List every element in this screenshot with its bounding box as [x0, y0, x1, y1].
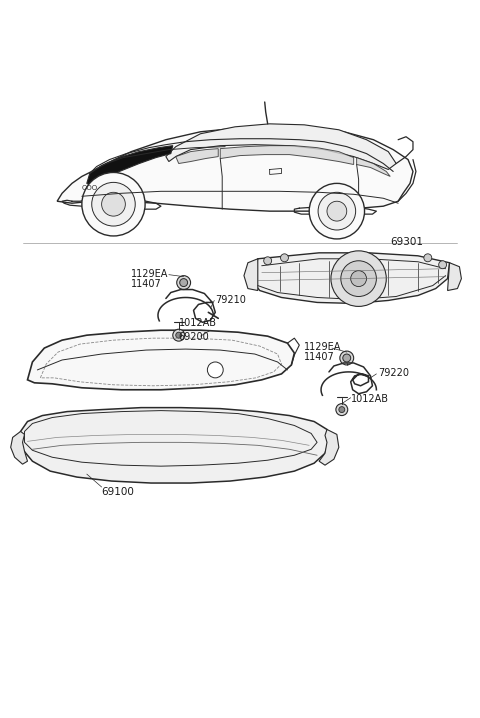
- Text: 1012AB: 1012AB: [179, 318, 216, 328]
- Text: 79210: 79210: [216, 296, 246, 305]
- Text: OOO: OOO: [82, 185, 98, 191]
- FancyBboxPatch shape: [46, 434, 68, 450]
- Text: 1129EA: 1129EA: [304, 342, 342, 352]
- Circle shape: [173, 330, 185, 341]
- Polygon shape: [176, 149, 218, 164]
- Circle shape: [327, 201, 347, 221]
- Polygon shape: [447, 263, 461, 291]
- Polygon shape: [21, 408, 329, 483]
- Polygon shape: [220, 146, 354, 164]
- Circle shape: [343, 354, 351, 362]
- Text: 69200: 69200: [179, 332, 209, 342]
- FancyBboxPatch shape: [180, 437, 202, 453]
- Text: 1012AB: 1012AB: [351, 393, 389, 404]
- Circle shape: [180, 279, 188, 286]
- Circle shape: [264, 257, 272, 265]
- Circle shape: [341, 261, 376, 297]
- FancyBboxPatch shape: [233, 438, 255, 454]
- Polygon shape: [166, 123, 396, 169]
- Polygon shape: [57, 127, 413, 211]
- FancyBboxPatch shape: [141, 369, 155, 378]
- Text: 69301: 69301: [390, 237, 423, 247]
- Polygon shape: [11, 432, 27, 464]
- Circle shape: [424, 254, 432, 262]
- Text: 1129EA: 1129EA: [131, 269, 168, 279]
- Polygon shape: [87, 146, 173, 187]
- Circle shape: [351, 271, 367, 286]
- FancyBboxPatch shape: [153, 437, 175, 452]
- FancyBboxPatch shape: [206, 437, 228, 453]
- Circle shape: [318, 192, 356, 230]
- FancyBboxPatch shape: [126, 436, 148, 452]
- Polygon shape: [252, 253, 450, 304]
- Circle shape: [207, 362, 223, 378]
- Circle shape: [176, 332, 182, 338]
- Circle shape: [331, 251, 386, 307]
- Circle shape: [340, 351, 354, 365]
- Circle shape: [82, 172, 145, 236]
- FancyBboxPatch shape: [260, 439, 281, 454]
- Circle shape: [309, 183, 364, 239]
- Polygon shape: [319, 429, 339, 465]
- Polygon shape: [244, 258, 258, 291]
- Polygon shape: [357, 157, 390, 177]
- FancyBboxPatch shape: [171, 369, 185, 378]
- Circle shape: [280, 254, 288, 262]
- FancyBboxPatch shape: [147, 449, 230, 475]
- Polygon shape: [27, 330, 294, 390]
- FancyBboxPatch shape: [156, 369, 170, 378]
- Circle shape: [439, 261, 446, 269]
- Text: 11407: 11407: [131, 279, 162, 289]
- Circle shape: [336, 404, 348, 416]
- Text: 79220: 79220: [378, 368, 409, 378]
- Text: 11407: 11407: [304, 352, 335, 362]
- Circle shape: [177, 276, 191, 289]
- Circle shape: [339, 406, 345, 413]
- FancyBboxPatch shape: [73, 435, 95, 451]
- Circle shape: [102, 192, 125, 216]
- Circle shape: [92, 182, 135, 226]
- Text: 69100: 69100: [102, 487, 134, 497]
- FancyBboxPatch shape: [100, 435, 121, 452]
